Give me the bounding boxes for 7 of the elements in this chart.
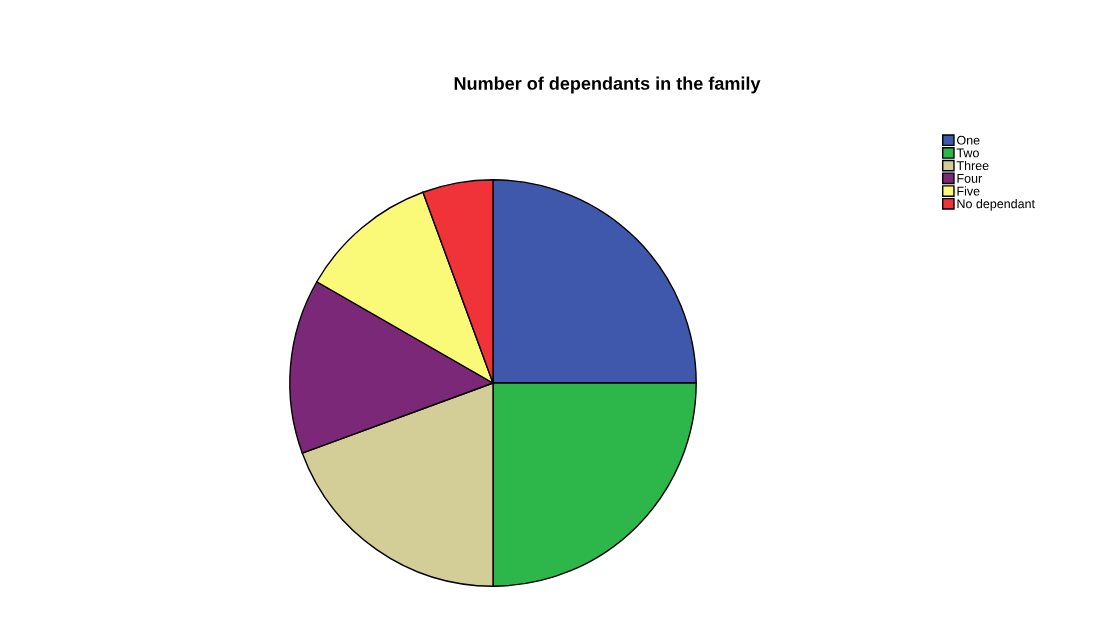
legend-label: Two [956, 148, 979, 158]
legend-label: Five [957, 186, 980, 196]
legend-label: Three [956, 160, 989, 171]
legend-label: No dependant [957, 199, 1035, 211]
chart-title: Number of dependants in the family [454, 76, 761, 94]
legend-label: One [957, 135, 980, 145]
legend-label: Four [957, 174, 982, 183]
